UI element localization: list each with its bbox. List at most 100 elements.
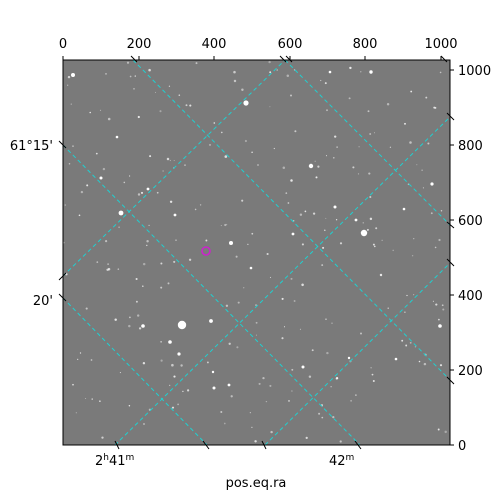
top-tick-label: 200 bbox=[127, 37, 152, 52]
wcs-tick bbox=[114, 440, 120, 450]
star bbox=[432, 300, 434, 302]
star bbox=[137, 115, 140, 119]
star bbox=[339, 242, 343, 245]
star bbox=[160, 359, 163, 362]
star bbox=[195, 62, 198, 65]
star bbox=[367, 110, 370, 113]
star bbox=[357, 173, 360, 175]
star bbox=[285, 192, 288, 194]
star bbox=[255, 334, 257, 336]
star bbox=[425, 96, 428, 99]
star bbox=[241, 88, 244, 91]
star bbox=[324, 82, 327, 85]
star bbox=[372, 379, 375, 383]
ra-grid-line bbox=[132, 60, 450, 381]
star bbox=[444, 430, 447, 434]
star bbox=[423, 362, 427, 366]
star bbox=[324, 229, 326, 232]
star bbox=[134, 75, 136, 77]
star bbox=[430, 182, 434, 186]
top-tick-label: 1000 bbox=[424, 37, 457, 52]
top-tick-label: 400 bbox=[202, 37, 227, 52]
star bbox=[173, 260, 176, 263]
star bbox=[233, 70, 236, 74]
ra-hours: 2 bbox=[95, 454, 103, 469]
top-pixel-axis bbox=[62, 56, 442, 60]
star bbox=[410, 90, 413, 93]
coordinate-grid bbox=[63, 60, 450, 445]
star bbox=[188, 258, 192, 261]
star bbox=[212, 386, 216, 390]
dec-tick-label: 20' bbox=[33, 294, 53, 309]
star bbox=[409, 341, 412, 344]
star bbox=[220, 131, 223, 134]
ra-minutes-unit: m bbox=[346, 453, 355, 463]
star bbox=[243, 100, 249, 106]
star bbox=[70, 103, 72, 105]
star bbox=[421, 169, 423, 171]
star bbox=[236, 346, 239, 349]
star bbox=[349, 66, 352, 70]
star bbox=[118, 226, 120, 229]
ra-minutes-unit: m bbox=[126, 453, 135, 463]
wcs-tick bbox=[261, 440, 267, 450]
star bbox=[171, 363, 174, 367]
star bbox=[321, 403, 323, 406]
star bbox=[269, 384, 272, 387]
star bbox=[226, 223, 228, 225]
star bbox=[72, 383, 74, 386]
star bbox=[290, 277, 293, 280]
star bbox=[118, 210, 124, 216]
star bbox=[247, 243, 249, 245]
star bbox=[369, 133, 372, 135]
star bbox=[89, 111, 91, 114]
star bbox=[224, 155, 228, 158]
star bbox=[262, 376, 265, 380]
star bbox=[434, 246, 437, 249]
star bbox=[85, 397, 87, 400]
star bbox=[299, 213, 303, 216]
star bbox=[291, 390, 293, 392]
star bbox=[129, 175, 131, 177]
ra-minutes: 41 bbox=[109, 454, 126, 469]
star bbox=[220, 410, 223, 414]
star bbox=[67, 84, 69, 86]
star bbox=[114, 318, 117, 321]
star bbox=[90, 359, 93, 361]
star bbox=[336, 146, 338, 148]
wcs-tick bbox=[446, 376, 455, 385]
star bbox=[208, 143, 212, 146]
x-axis-title: pos.eq.ra bbox=[226, 476, 287, 491]
star bbox=[105, 73, 107, 75]
star bbox=[427, 142, 430, 145]
star bbox=[360, 229, 368, 237]
star bbox=[115, 135, 119, 139]
wcs-tick bbox=[446, 112, 455, 121]
star bbox=[405, 344, 408, 347]
star bbox=[268, 60, 271, 64]
wcs-tick bbox=[354, 440, 362, 450]
star bbox=[334, 135, 337, 138]
ra-tick-label: 2h41m bbox=[95, 453, 134, 469]
wcs-tick bbox=[202, 440, 210, 450]
star bbox=[227, 383, 231, 387]
wcs-tick bbox=[58, 272, 67, 281]
star bbox=[175, 239, 177, 241]
right-tick-label: 200 bbox=[458, 364, 483, 379]
star bbox=[133, 88, 135, 90]
right-tick-label: 400 bbox=[458, 289, 483, 304]
star bbox=[301, 283, 304, 287]
star bbox=[237, 301, 240, 304]
star bbox=[370, 367, 372, 369]
right-tick-label: 600 bbox=[458, 214, 483, 229]
star bbox=[359, 332, 363, 335]
star bbox=[126, 61, 130, 64]
star bbox=[409, 141, 412, 144]
star bbox=[143, 423, 145, 425]
dec-grid-line bbox=[114, 116, 450, 445]
star bbox=[291, 232, 295, 236]
star bbox=[167, 282, 170, 285]
star bbox=[335, 219, 338, 221]
star bbox=[96, 261, 99, 263]
